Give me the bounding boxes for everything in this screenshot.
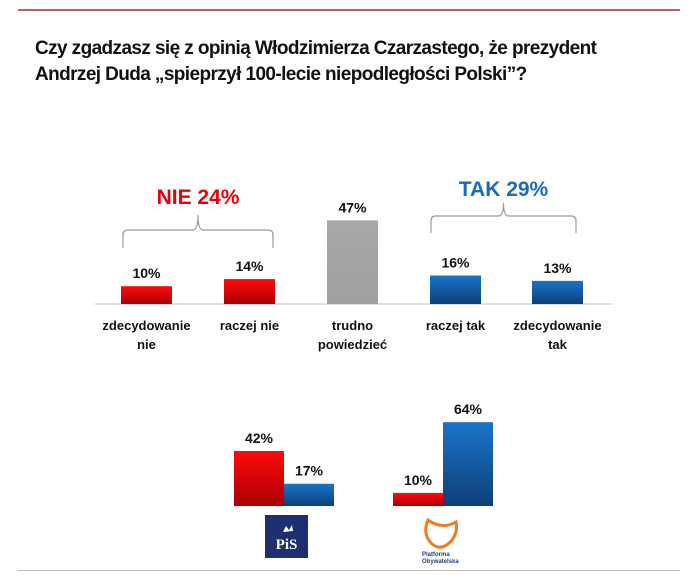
category-label-0-1: nie	[137, 337, 156, 352]
data-label-po-blue: 64%	[454, 401, 483, 417]
po-logo-text-2: Obywatelska	[422, 559, 459, 565]
category-label-4-1: tak	[548, 337, 568, 352]
category-label-2-1: powiedzieć	[318, 337, 387, 352]
group-bracket-1	[430, 202, 577, 233]
bar-3	[430, 275, 481, 304]
data-label-0: 10%	[132, 265, 161, 281]
category-label-1-0: raczej nie	[220, 318, 279, 333]
bar-po-blue	[443, 422, 493, 506]
bar-pis-blue	[284, 483, 334, 506]
po-logo-icon	[424, 517, 458, 549]
bar-4	[532, 280, 583, 304]
category-label-4-0: zdecydowanie	[513, 318, 601, 333]
group-label-0: NIE 24%	[157, 186, 240, 209]
title-line-1: Czy zgadzasz się z opinią Włodzimierza C…	[35, 38, 597, 59]
data-label-3: 16%	[441, 255, 470, 271]
data-label-pis-blue: 17%	[295, 463, 324, 479]
po-logo-text-1: Platforma	[422, 552, 450, 558]
top-divider	[18, 9, 680, 11]
title-line-2: Andrzej Duda „spieprzył 100-lecie niepod…	[35, 64, 527, 85]
data-label-2: 47%	[338, 199, 367, 215]
pis-logo-icon	[265, 515, 308, 558]
category-label-0-0: zdecydowanie	[102, 318, 190, 333]
data-label-pis-red: 42%	[245, 430, 274, 446]
category-label-3-0: raczej tak	[426, 318, 486, 333]
bar-po-red	[393, 492, 443, 506]
data-label-4: 13%	[543, 260, 572, 276]
bar-pis-red	[234, 450, 284, 506]
group-label-1: TAK 29%	[459, 178, 549, 201]
group-bracket-0	[122, 214, 274, 248]
bar-1	[224, 279, 275, 304]
bar-2	[327, 220, 378, 304]
data-label-po-red: 10%	[404, 472, 433, 488]
category-label-2-0: trudno	[332, 318, 373, 333]
bar-0	[121, 286, 172, 304]
pis-eagle-icon	[283, 525, 293, 532]
bottom-divider	[18, 570, 680, 571]
chart-title: Czy zgadzasz się z opinią Włodzimierza C…	[35, 36, 597, 88]
pis-logo-text: PiS	[276, 537, 298, 553]
data-label-1: 14%	[235, 258, 264, 274]
